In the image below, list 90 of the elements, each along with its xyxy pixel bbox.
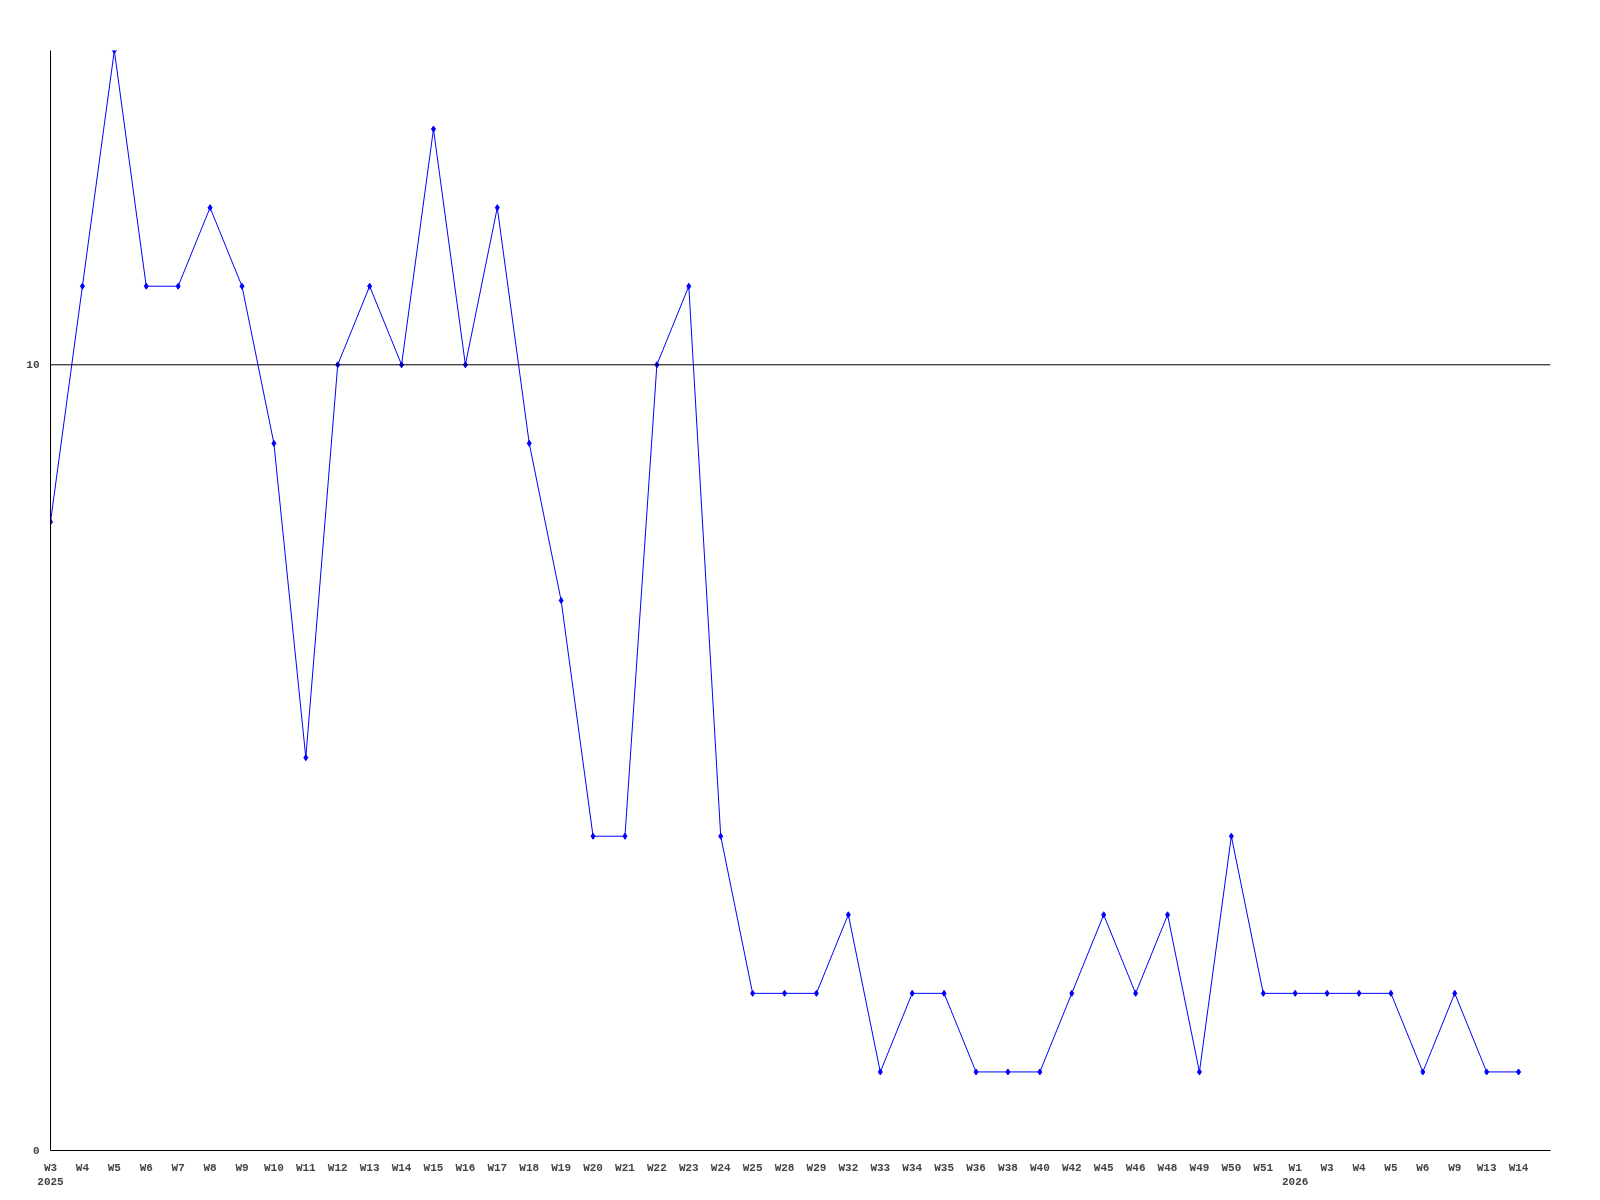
x-tick-label: W22 (646, 1161, 667, 1174)
x-tick-label: W25 (742, 1161, 763, 1174)
x-tick-label: W51 (1253, 1161, 1274, 1174)
point (782, 989, 788, 997)
x-tick-label: W9 (1448, 1161, 1462, 1174)
x-tick-label: W15 (423, 1161, 444, 1174)
point (750, 989, 756, 997)
point (494, 204, 500, 212)
x-tick-label: W46 (1125, 1161, 1146, 1174)
x-tick-label: W24 (710, 1161, 732, 1174)
point (1260, 989, 1266, 997)
point (909, 989, 915, 997)
x-tick-label: W35 (934, 1161, 955, 1174)
x-tick-label: W6 (1416, 1161, 1430, 1174)
point (1452, 989, 1458, 997)
point (1133, 989, 1139, 997)
point (1356, 989, 1362, 997)
point (590, 832, 596, 840)
point (845, 911, 851, 919)
x-tick-label: W45 (1093, 1161, 1114, 1174)
x-tick-label: W19 (551, 1161, 572, 1174)
x-tick-label: W48 (1157, 1161, 1178, 1174)
x-tick-label: W14 (391, 1161, 412, 1174)
point (1324, 989, 1330, 997)
point (1388, 989, 1394, 997)
x-tick-label: W40 (1029, 1161, 1050, 1174)
x-tick-label: W7 (171, 1161, 185, 1174)
point (239, 282, 245, 290)
x-tick-label: W38 (998, 1161, 1019, 1174)
x-tick-label: W17 (487, 1161, 508, 1174)
y-tick-label: 0 (32, 1145, 40, 1157)
x-tick-label: W4 (1352, 1161, 1367, 1174)
x-tick-label: W3 (1320, 1161, 1335, 1174)
x-tick-label: W28 (774, 1161, 795, 1174)
point (79, 282, 85, 290)
x-tick-label: W34 (902, 1161, 923, 1174)
x-tick-label: W13 (359, 1161, 380, 1174)
x-tick-label: W42 (1061, 1161, 1082, 1174)
x-tick-label: W49 (1189, 1161, 1210, 1174)
point (143, 282, 149, 290)
x-tick-label: W14 (1508, 1161, 1529, 1174)
x-tick-label: W20 (583, 1161, 603, 1174)
point (1005, 1068, 1011, 1076)
x-tick-label: W50 (1221, 1161, 1242, 1174)
x-tick-label: W5 (107, 1161, 122, 1174)
point (622, 832, 628, 840)
x-tick-label: W5 (1384, 1161, 1398, 1174)
point (1196, 1068, 1202, 1076)
point (941, 989, 947, 997)
x-tick-label: W11 (295, 1161, 317, 1174)
x-tick-label: W12 (327, 1161, 348, 1174)
point (686, 282, 692, 290)
point (877, 1068, 883, 1076)
point (558, 597, 564, 604)
x-tick-label: W6 (139, 1161, 153, 1174)
x-tick-label: W23 (678, 1161, 700, 1174)
point (1165, 911, 1171, 919)
x-tick-label: W10 (264, 1161, 284, 1174)
point (1069, 989, 1075, 997)
x-tick-label: W29 (806, 1161, 827, 1174)
point (1420, 1068, 1426, 1076)
x-tick-label: W1 2026 (1281, 1161, 1309, 1188)
point (526, 439, 532, 447)
point (1516, 1068, 1522, 1076)
y-tick-label: 10 (26, 359, 40, 372)
point (271, 439, 277, 447)
x-tick-label: W21 (615, 1161, 636, 1174)
x-tick-label: W16 (455, 1161, 476, 1174)
point (1037, 1068, 1043, 1076)
point (718, 832, 724, 840)
x-tick-label: W18 (519, 1161, 540, 1174)
x-tick-label: W4 (75, 1161, 90, 1174)
point (1484, 1068, 1490, 1076)
x-tick-label: W3 2025 (37, 1161, 65, 1188)
x-tick-label: W32 (838, 1161, 859, 1174)
x-tick-label: W8 (203, 1161, 218, 1174)
point (1292, 989, 1298, 997)
x-tick-label: W13 (1476, 1161, 1497, 1174)
x-tick-label: W36 (966, 1161, 986, 1174)
point (175, 282, 181, 290)
x-tick-label: W9 (235, 1161, 249, 1174)
point (1101, 911, 1107, 919)
point (1228, 832, 1234, 840)
point (303, 754, 309, 762)
point (367, 282, 373, 290)
x-tick-label: W33 (870, 1161, 891, 1174)
point (430, 125, 436, 133)
point (813, 989, 819, 997)
point (207, 204, 213, 212)
point (973, 1068, 979, 1076)
